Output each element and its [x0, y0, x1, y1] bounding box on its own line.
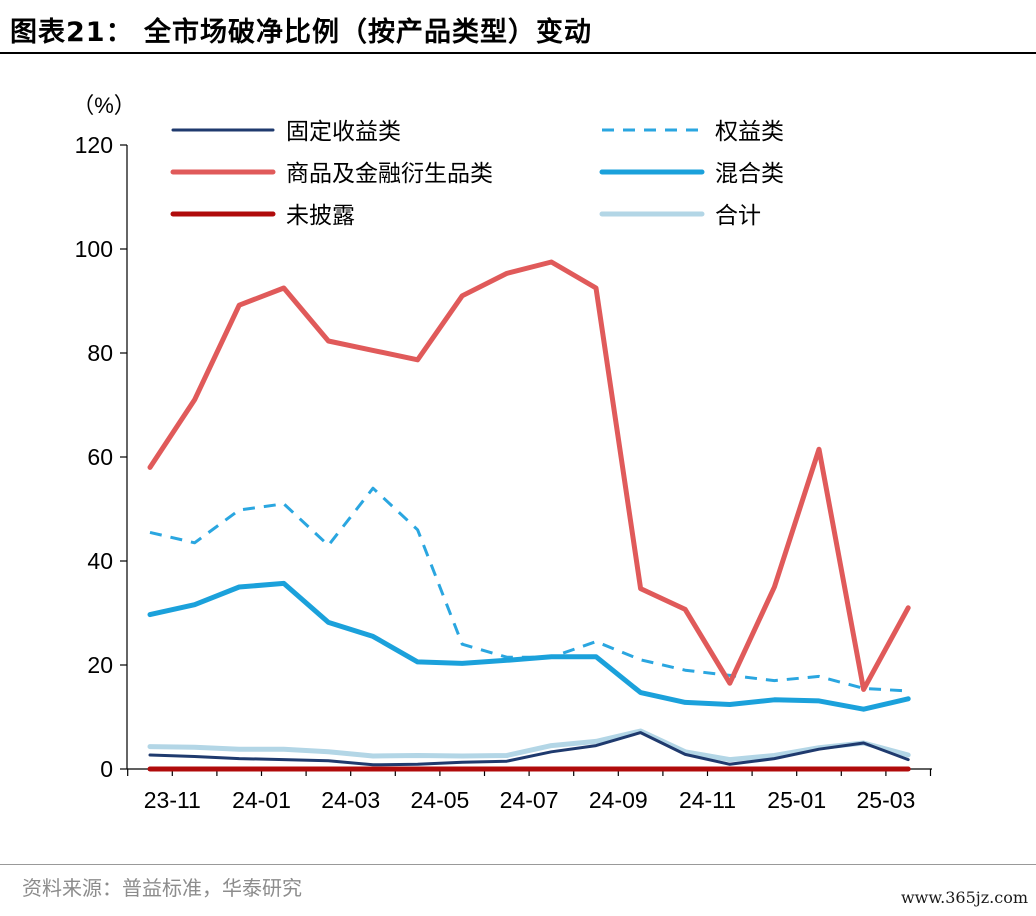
series-line: [147, 580, 911, 712]
line-chart: 0 20 40 60 80 100 120 （%） 23-11 24-01 24-03 24-05 24…: [72, 93, 932, 813]
x-tick-label: 25-03: [856, 787, 915, 813]
y-axis-label: （%）: [72, 93, 136, 118]
legend-label: 未披露: [286, 202, 355, 228]
y-tick-label: 80: [87, 340, 113, 366]
legend-label: 权益类: [715, 118, 784, 144]
y-tick-label: 20: [87, 652, 113, 678]
x-tick-label: 23-11: [144, 787, 201, 813]
y-tick-label: 40: [87, 548, 113, 574]
source-note: 资料来源：普益标准，华泰研究: [22, 876, 302, 900]
legend-label: 商品及金融衍生品类: [286, 160, 493, 186]
x-tick-label: 24-11: [679, 787, 736, 813]
legend-label: 混合类: [715, 160, 784, 186]
series-line: [148, 731, 910, 767]
series-line: [147, 259, 911, 692]
legend-label: 合计: [715, 202, 761, 228]
series-line: [147, 728, 911, 763]
y-tick-label: 100: [75, 236, 113, 262]
x-tick-label: 24-05: [410, 787, 469, 813]
x-tick-label: 24-03: [321, 787, 380, 813]
legend-label: 固定收益类: [286, 118, 401, 144]
source-divider: [0, 864, 1036, 865]
x-tick-label: 24-01: [232, 787, 291, 813]
figure-title: 图表21： 全市场破净比例（按产品类型）变动: [10, 17, 592, 48]
x-tick-label: 24-09: [589, 787, 648, 813]
watermark-text: www.365jz.com: [900, 888, 1028, 907]
y-tick-label: 120: [75, 132, 113, 158]
y-tick-label: 0: [100, 756, 113, 782]
title-divider: [0, 52, 1036, 54]
y-tick-label: 60: [87, 444, 113, 470]
x-tick-label: 24-07: [500, 787, 559, 813]
x-tick-label: 25-01: [767, 787, 826, 813]
